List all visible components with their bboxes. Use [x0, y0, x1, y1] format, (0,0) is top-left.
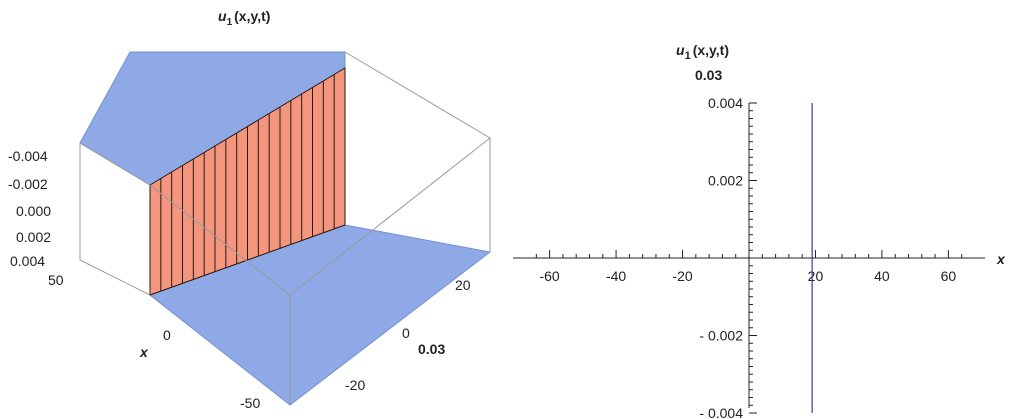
x-axis-label: x [139, 344, 149, 360]
x-tick-label: -40 [606, 268, 626, 284]
y-tick-label: - 0.002 [699, 328, 743, 344]
surface-title: u1 (x,y,t) [218, 8, 270, 28]
chart-title: u1 (x,y,t) [676, 42, 729, 62]
z-axis-ticks: -0.004 -0.002 0.000 0.002 0.004 [8, 148, 51, 269]
x-tick-label: 50 [48, 272, 64, 288]
surface-plot: u1 (x,y,t) -0.004 -0.002 0.000 0.002 0.00… [8, 8, 492, 411]
y-axis-ticks: 20 0 -20 0.03 [345, 277, 471, 393]
y-tick-label: 20 [455, 277, 471, 293]
x-axis-label: x [996, 251, 1006, 267]
y-tick-label: - 0.004 [699, 405, 743, 419]
t-value-label: 0.03 [418, 341, 445, 357]
z-tick-label: 0.002 [16, 229, 51, 245]
plot-axes: -60 -40 -20 20 40 60 0.004 0.002 - 0.002 - 0.004 [513, 95, 985, 419]
x-tick-label: -60 [539, 268, 559, 284]
z-tick-label: 0.004 [10, 253, 45, 269]
y-tick-label: -20 [345, 377, 365, 393]
y-tick-label: 0 [402, 325, 410, 341]
chart-subtitle: 0.03 [695, 67, 722, 83]
x-tick-label: 0 [163, 327, 171, 343]
y-tick-label: 0.002 [708, 173, 743, 189]
z-tick-label: 0.000 [16, 203, 51, 219]
x-axis-ticks: 50 0 -50 x [48, 272, 260, 411]
x-tick-label: -20 [672, 268, 692, 284]
x-tick-label: 40 [874, 268, 890, 284]
z-tick-label: -0.004 [8, 148, 48, 164]
z-tick-label: -0.002 [8, 176, 48, 192]
y-tick-label: 0.004 [708, 95, 743, 111]
x-tick-label: -50 [240, 395, 260, 411]
bounding-box-front [79, 137, 491, 405]
x-tick-label: 20 [808, 268, 824, 284]
line-plot: u1 (x,y,t) 0.03 -60 -40 -20 20 40 60 0.004 0.002… [513, 42, 1006, 419]
x-tick-label: 60 [941, 268, 957, 284]
